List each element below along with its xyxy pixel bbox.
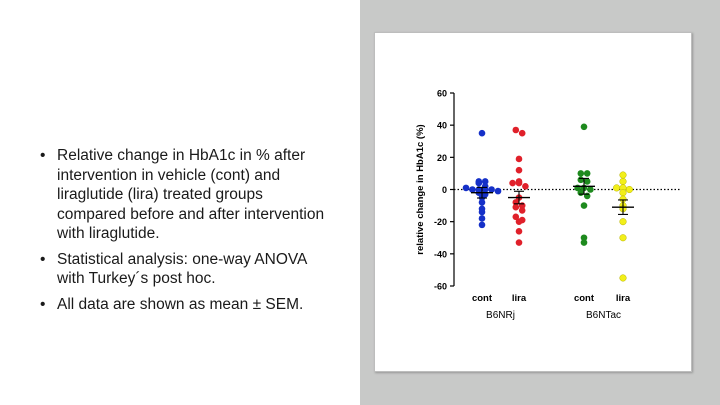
data-point: [613, 184, 621, 192]
data-point: [515, 228, 523, 235]
data-point: [509, 179, 516, 187]
data-point: [619, 234, 627, 242]
data-point: [515, 239, 523, 246]
data-point: [577, 176, 585, 184]
y-tick-label: -20: [434, 217, 447, 227]
data-point: [580, 202, 588, 209]
data-point: [580, 123, 588, 131]
data-point: [478, 129, 486, 137]
y-tick-label: 20: [437, 153, 447, 163]
data-point: [522, 182, 529, 190]
data-point: [475, 179, 483, 187]
data-point: [478, 221, 486, 229]
data-point: [619, 218, 627, 226]
data-point: [478, 215, 486, 222]
data-point: [481, 178, 489, 185]
data-point: [494, 187, 502, 195]
data-point: [583, 170, 591, 177]
x-group-label: B6NTac: [586, 310, 621, 321]
data-point: [619, 171, 627, 179]
y-axis-label: relative change in HbA1c (%): [415, 124, 426, 254]
x-category-label: cont: [472, 293, 493, 304]
data-point: [515, 155, 523, 163]
data-point: [512, 126, 520, 134]
data-point: [515, 179, 523, 187]
y-tick-label: -40: [434, 249, 447, 259]
data-point: [512, 203, 520, 211]
data-point: [625, 185, 633, 194]
y-tick-label: 60: [437, 89, 447, 99]
bullet-text: All data are shown as mean ± SEM.: [57, 295, 304, 313]
data-point: [518, 129, 526, 137]
data-point: [478, 199, 486, 206]
bullet-glyph: •: [40, 147, 46, 164]
data-point: [577, 189, 585, 197]
bullet-list: • Relative change in HbA1c in % after int…: [40, 146, 330, 320]
bullet-text: Relative change in HbA1c in % after inte…: [57, 147, 325, 242]
scatter-chart: 60 40 20 0 -20 -40 -60 relative change in HbA1c…: [415, 89, 681, 321]
bullet-item: • All data are shown as mean ± SEM.: [40, 295, 330, 315]
bullet-glyph: •: [40, 250, 46, 268]
x-category-label: lira: [616, 293, 631, 304]
data-point: [580, 239, 588, 246]
data-point: [488, 186, 495, 193]
bullet-item: • Relative change in HbA1c in % after int…: [40, 146, 330, 244]
y-tick-label: 0: [442, 185, 447, 195]
data-point: [515, 218, 523, 225]
bullet-text: Statistical analysis: one-way ANOVA with…: [57, 250, 307, 288]
data-point: [580, 234, 588, 242]
data-point: [512, 213, 520, 221]
data-point: [587, 186, 594, 193]
y-tick-label: -60: [434, 282, 447, 292]
x-category-label: lira: [512, 293, 527, 304]
data-point: [619, 189, 627, 197]
bullet-glyph: •: [40, 295, 46, 313]
data-point: [462, 184, 470, 192]
bullet-item: • Statistical analysis: one-way ANOVA wit…: [40, 250, 330, 289]
data-point: [478, 208, 486, 216]
data-point: [619, 177, 627, 186]
data-point: [583, 178, 591, 185]
data-point: [469, 186, 476, 193]
y-tick-label: 40: [437, 121, 447, 131]
data-point: [515, 166, 523, 174]
x-group-label: B6NRj: [486, 310, 515, 321]
data-point: [518, 207, 526, 214]
x-category-label: cont: [574, 293, 595, 304]
figure-card: 60 40 20 0 -20 -40 -60 relative change in HbA1c…: [374, 32, 692, 372]
data-point: [619, 274, 627, 282]
data-point: [577, 170, 585, 177]
